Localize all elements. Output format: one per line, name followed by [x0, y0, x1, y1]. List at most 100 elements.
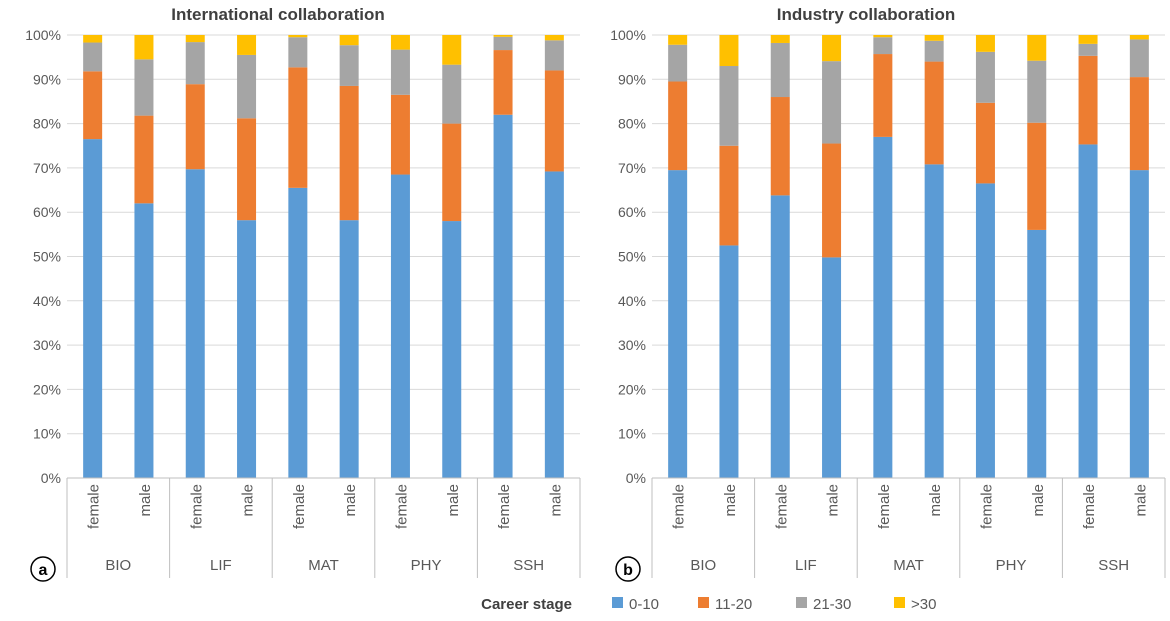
bar-segment-2130-female	[975, 51, 995, 103]
bar-segment-1120-male	[822, 143, 842, 258]
legend: Career stage 0-10 11-20 21-30 >30	[481, 596, 936, 613]
bar-segment-30-male	[134, 35, 154, 60]
chart-title: International collaboration	[171, 5, 384, 24]
y-tick-label: 60%	[618, 204, 646, 220]
legend-item: 0-10	[612, 596, 659, 613]
bar-segment-010-female	[288, 187, 308, 478]
bar-segment-2130-male	[719, 66, 739, 146]
group-label: MAT	[308, 557, 339, 574]
legend-label: >30	[911, 596, 936, 613]
bar-segment-1120-male	[1027, 122, 1047, 230]
bar-segment-30-female	[288, 35, 308, 38]
bar-segment-1120-male	[442, 123, 462, 222]
bar-segment-30-female	[975, 35, 995, 52]
bar-segment-1120-female	[975, 102, 995, 184]
bar-segment-2130-male	[1027, 60, 1047, 123]
bar-segment-010-female	[83, 139, 103, 479]
chart-panel-b: Industry collaboration 0% 10% 20% 30% 40% 50% 6…	[610, 5, 1166, 582]
bar-segment-2130-female	[1078, 43, 1098, 56]
legend-swatch	[698, 597, 709, 608]
panel-label: a	[39, 562, 48, 579]
bar-segment-2130-male	[339, 45, 359, 86]
bar-segment-30-female	[1078, 35, 1098, 44]
y-tick-label: 30%	[618, 337, 646, 353]
y-tick-label: 90%	[618, 71, 646, 87]
bar-segment-30-female	[770, 35, 790, 43]
y-tick-label: 80%	[33, 116, 61, 132]
bar-segment-1120-male	[1129, 77, 1149, 171]
category-label: male	[137, 484, 154, 517]
bar-segment-1120-male	[339, 85, 359, 221]
bar-segment-010-female	[185, 169, 205, 478]
y-tick-label: 40%	[618, 293, 646, 309]
legend-swatch	[894, 597, 905, 608]
bar-segment-2130-female	[873, 37, 893, 55]
bar-segment-010-male	[1129, 170, 1149, 479]
bar-segment-010-male	[134, 203, 154, 478]
legend-item: 21-30	[796, 596, 851, 613]
y-tick-label: 50%	[618, 249, 646, 265]
group-label: BIO	[105, 557, 131, 574]
bar-segment-1120-female	[185, 84, 205, 170]
bar-segment-010-male	[822, 257, 842, 478]
y-tick-label: 70%	[33, 160, 61, 176]
bar-segment-2130-male	[237, 54, 257, 119]
legend-swatch	[796, 597, 807, 608]
bar-segment-2130-female	[390, 49, 410, 95]
category-label: female	[393, 484, 410, 529]
bar-segment-30-male	[237, 35, 257, 55]
bar-segment-010-male	[1027, 229, 1047, 478]
bar-segment-30-female	[185, 35, 205, 43]
bar-segment-010-male	[544, 171, 564, 478]
category-label: male	[1132, 484, 1149, 517]
y-tick-label: 10%	[33, 426, 61, 442]
bar-segment-2130-male	[134, 59, 154, 116]
chart-panel-a: International collaboration 0% 10% 20% 30% 40…	[25, 5, 581, 582]
bar-segment-2130-female	[288, 37, 308, 68]
group-label: BIO	[690, 557, 716, 574]
bar-segment-30-female	[390, 35, 410, 50]
bar-segment-30-male	[339, 35, 359, 46]
category-label: female	[978, 484, 995, 529]
y-tick-label: 100%	[25, 27, 61, 43]
bar-segment-010-female	[493, 114, 513, 479]
group-label: PHY	[996, 557, 1027, 574]
category-label: male	[722, 484, 739, 517]
bar-segment-30-male	[719, 35, 739, 67]
bar-segment-1120-female	[390, 94, 410, 175]
bar-segment-1120-female	[668, 81, 688, 171]
legend-label: 11-20	[715, 596, 752, 613]
legend-title: Career stage	[481, 596, 572, 613]
category-label: male	[927, 484, 944, 517]
bar-segment-2130-male	[442, 64, 462, 124]
bar-segment-30-female	[668, 35, 688, 45]
category-label: male	[825, 484, 842, 517]
bar-segment-010-female	[873, 136, 893, 478]
bar-segment-010-female	[1078, 144, 1098, 478]
panel-label-circle	[30, 556, 56, 582]
bar-segment-1120-female	[288, 67, 308, 188]
category-label: male	[240, 484, 257, 517]
bar-segment-30-female	[493, 35, 513, 37]
category-label: female	[1081, 484, 1098, 529]
bar-segment-30-male	[1027, 35, 1047, 61]
bar-segment-30-male	[544, 35, 564, 41]
group-label: LIF	[795, 557, 817, 574]
bar-segment-2130-female	[770, 42, 790, 98]
panel-label: b	[623, 562, 633, 579]
category-label: female	[773, 484, 790, 529]
bar-segment-30-female	[873, 35, 893, 38]
legend-item: >30	[894, 596, 936, 613]
bar-segment-2130-male	[544, 40, 564, 71]
bar-segment-2130-female	[83, 42, 103, 72]
bar-segment-2130-male	[924, 40, 944, 62]
y-tick-label: 50%	[33, 249, 61, 265]
bar-segment-1120-male	[924, 61, 944, 165]
y-tick-label: 100%	[610, 27, 646, 43]
bar-segment-2130-male	[1129, 39, 1149, 78]
bar-segment-2130-female	[668, 44, 688, 82]
bar-segment-010-male	[237, 220, 257, 478]
bar-segment-010-male	[339, 220, 359, 478]
group-label: PHY	[411, 557, 442, 574]
